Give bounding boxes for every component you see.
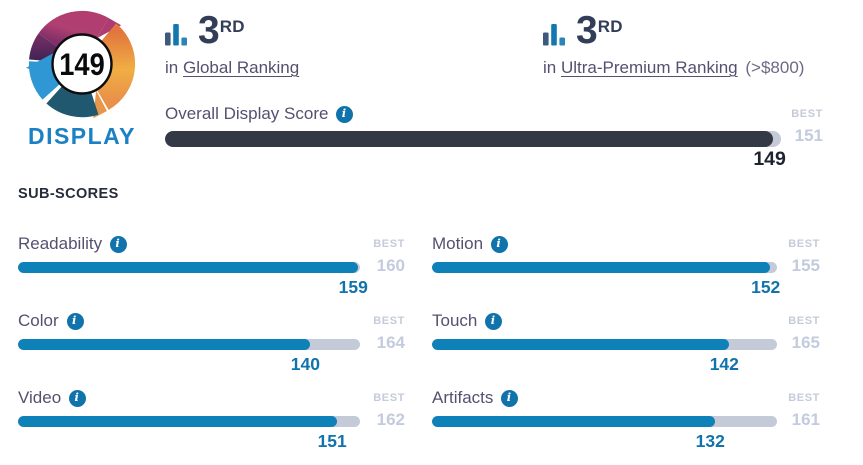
best-block: BEST 160	[373, 233, 405, 298]
bar-chart-icon	[543, 23, 565, 46]
ultra-premium-rank-suffix: RD	[597, 17, 623, 36]
overall-score-value: 149	[753, 148, 786, 170]
subscore-row-motion: Motion i 152 BEST 155	[432, 233, 820, 298]
display-score-logo: 149 DISPLAY	[20, 6, 144, 150]
subscores-title: SUB-SCORES	[18, 186, 119, 202]
best-value: 164	[376, 333, 405, 352]
subscore-label: Readability	[18, 234, 103, 253]
subscore-label: Color	[18, 311, 59, 330]
subscore-value: 159	[338, 277, 368, 297]
subscore-fill	[18, 262, 358, 273]
subscore-row-readability: Readability i 159 BEST 160	[18, 233, 405, 298]
subscore-value: 132	[695, 431, 725, 451]
subscore-label: Artifacts	[432, 388, 494, 407]
best-label: BEST	[788, 238, 820, 250]
subscore-fill	[432, 339, 729, 350]
ultra-premium-ranking-link[interactable]: Ultra-Premium Ranking	[560, 57, 738, 77]
global-ranking-block: 3 RD in Global Ranking	[165, 9, 302, 78]
best-label: BEST	[373, 238, 405, 250]
bar-chart-icon	[165, 23, 187, 46]
best-block: BEST 162	[373, 387, 405, 452]
logo-label: DISPLAY	[27, 123, 137, 149]
info-icon[interactable]: i	[66, 312, 84, 330]
best-block: BEST 165	[788, 310, 820, 375]
best-label: BEST	[791, 108, 823, 120]
global-ranking-link[interactable]: Global Ranking	[182, 57, 300, 77]
subscore-row-artifacts: Artifacts i 132 BEST 161	[432, 387, 820, 452]
subscore-track	[432, 416, 777, 427]
score-dial-icon: 149	[25, 10, 136, 119]
subscore-fill	[432, 416, 715, 427]
overall-score-track	[165, 131, 781, 147]
overall-score-label: Overall Display Score	[165, 104, 329, 123]
subscore-row-color: Color i 140 BEST 164	[18, 310, 405, 375]
best-label: BEST	[788, 392, 820, 404]
subscore-track	[18, 416, 360, 427]
subscore-row-video: Video i 151 BEST 162	[18, 387, 405, 452]
best-block: BEST 155	[788, 233, 820, 298]
subscore-label: Touch	[432, 311, 478, 330]
best-value: 155	[791, 256, 820, 275]
best-block: BEST 161	[788, 387, 820, 452]
global-rank-position: 3	[198, 9, 220, 52]
subscore-fill	[18, 339, 310, 350]
info-icon[interactable]: i	[336, 105, 354, 123]
best-block: BEST 164	[373, 310, 405, 375]
overall-score-row: Overall Display Score i 149 BEST 151	[165, 103, 823, 171]
best-value: 162	[376, 410, 405, 429]
info-icon[interactable]: i	[485, 312, 503, 330]
best-label: BEST	[788, 315, 820, 327]
logo-score: 149	[59, 46, 104, 82]
subscore-track	[18, 262, 360, 273]
subscore-label: Video	[18, 388, 62, 407]
subscore-value: 142	[709, 354, 739, 374]
subscore-track	[432, 262, 777, 273]
ultra-premium-ranking-block: 3 RD in Ultra-Premium Ranking (>$800)	[543, 9, 805, 78]
price-note: (>$800)	[745, 57, 805, 77]
best-label: BEST	[373, 315, 405, 327]
subscore-label: Motion	[432, 234, 484, 253]
subscore-track	[432, 339, 777, 350]
info-icon[interactable]: i	[501, 389, 519, 407]
subscore-value: 140	[290, 354, 320, 374]
subscore-value: 151	[317, 431, 347, 451]
overall-score-fill	[165, 131, 773, 147]
best-label: BEST	[373, 392, 405, 404]
info-icon[interactable]: i	[69, 389, 87, 407]
subscore-value: 152	[751, 277, 781, 297]
subscore-fill	[18, 416, 337, 427]
info-icon[interactable]: i	[491, 235, 509, 253]
overall-best-block: BEST 151	[791, 103, 823, 171]
best-value: 161	[791, 410, 820, 429]
subscore-fill	[432, 262, 771, 273]
best-value: 160	[376, 256, 405, 275]
rank-prefix: in	[543, 57, 557, 77]
ultra-premium-rank-position: 3	[576, 9, 598, 52]
overall-best-value: 151	[794, 126, 823, 145]
best-value: 165	[791, 333, 820, 352]
global-rank-suffix: RD	[219, 17, 245, 36]
subscore-row-touch: Touch i 142 BEST 165	[432, 310, 820, 375]
info-icon[interactable]: i	[110, 235, 128, 253]
subscore-track	[18, 339, 360, 350]
rank-prefix: in	[165, 57, 179, 77]
